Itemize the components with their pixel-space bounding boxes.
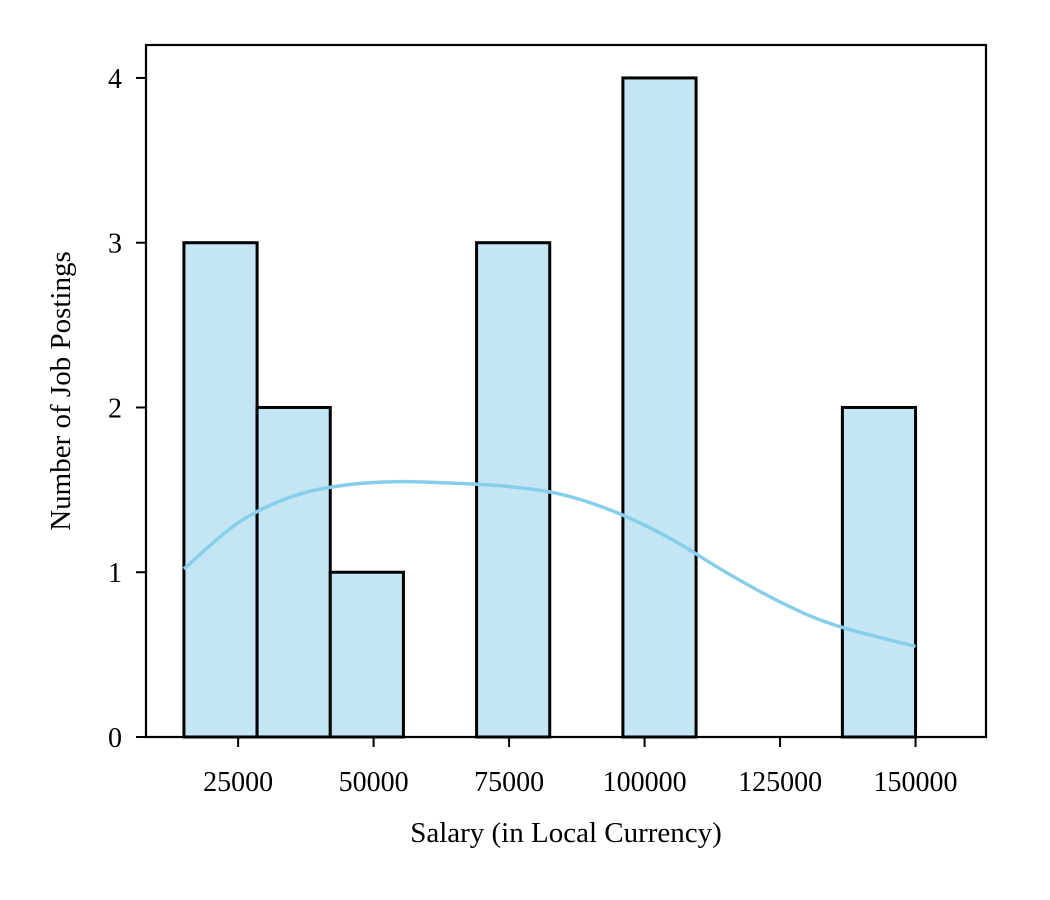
y-tick-label: 3 xyxy=(108,229,122,260)
x-tick-label: 50000 xyxy=(339,767,409,798)
y-axis-label: Number of Job Postings xyxy=(45,251,77,531)
y-tick-label: 1 xyxy=(108,558,122,589)
kde-curve xyxy=(182,479,916,649)
histogram-bar-1 xyxy=(255,405,332,739)
histogram-bar-6 xyxy=(621,76,698,739)
y-tick-label: 0 xyxy=(108,723,122,754)
x-axis-label: Salary (in Local Currency) xyxy=(410,817,722,849)
x-tick-label: 100000 xyxy=(603,767,687,798)
y-axis-ticks: 0 1 2 3 4 xyxy=(108,64,146,754)
histogram-bars xyxy=(182,76,918,739)
y-tick-label: 2 xyxy=(108,393,122,424)
x-tick-label: 150000 xyxy=(874,767,958,798)
histogram-bar-9 xyxy=(840,405,918,739)
histogram-bar-0 xyxy=(182,241,259,739)
x-axis-ticks: 25000 50000 75000 100000 125000 150000 xyxy=(203,737,958,798)
plot-frame xyxy=(144,43,988,739)
x-tick-label: 25000 xyxy=(203,767,273,798)
x-tick-label: 125000 xyxy=(738,767,822,798)
histogram-bar-2 xyxy=(328,570,405,739)
x-tick-label: 75000 xyxy=(474,767,544,798)
y-tick-label: 4 xyxy=(108,64,122,95)
